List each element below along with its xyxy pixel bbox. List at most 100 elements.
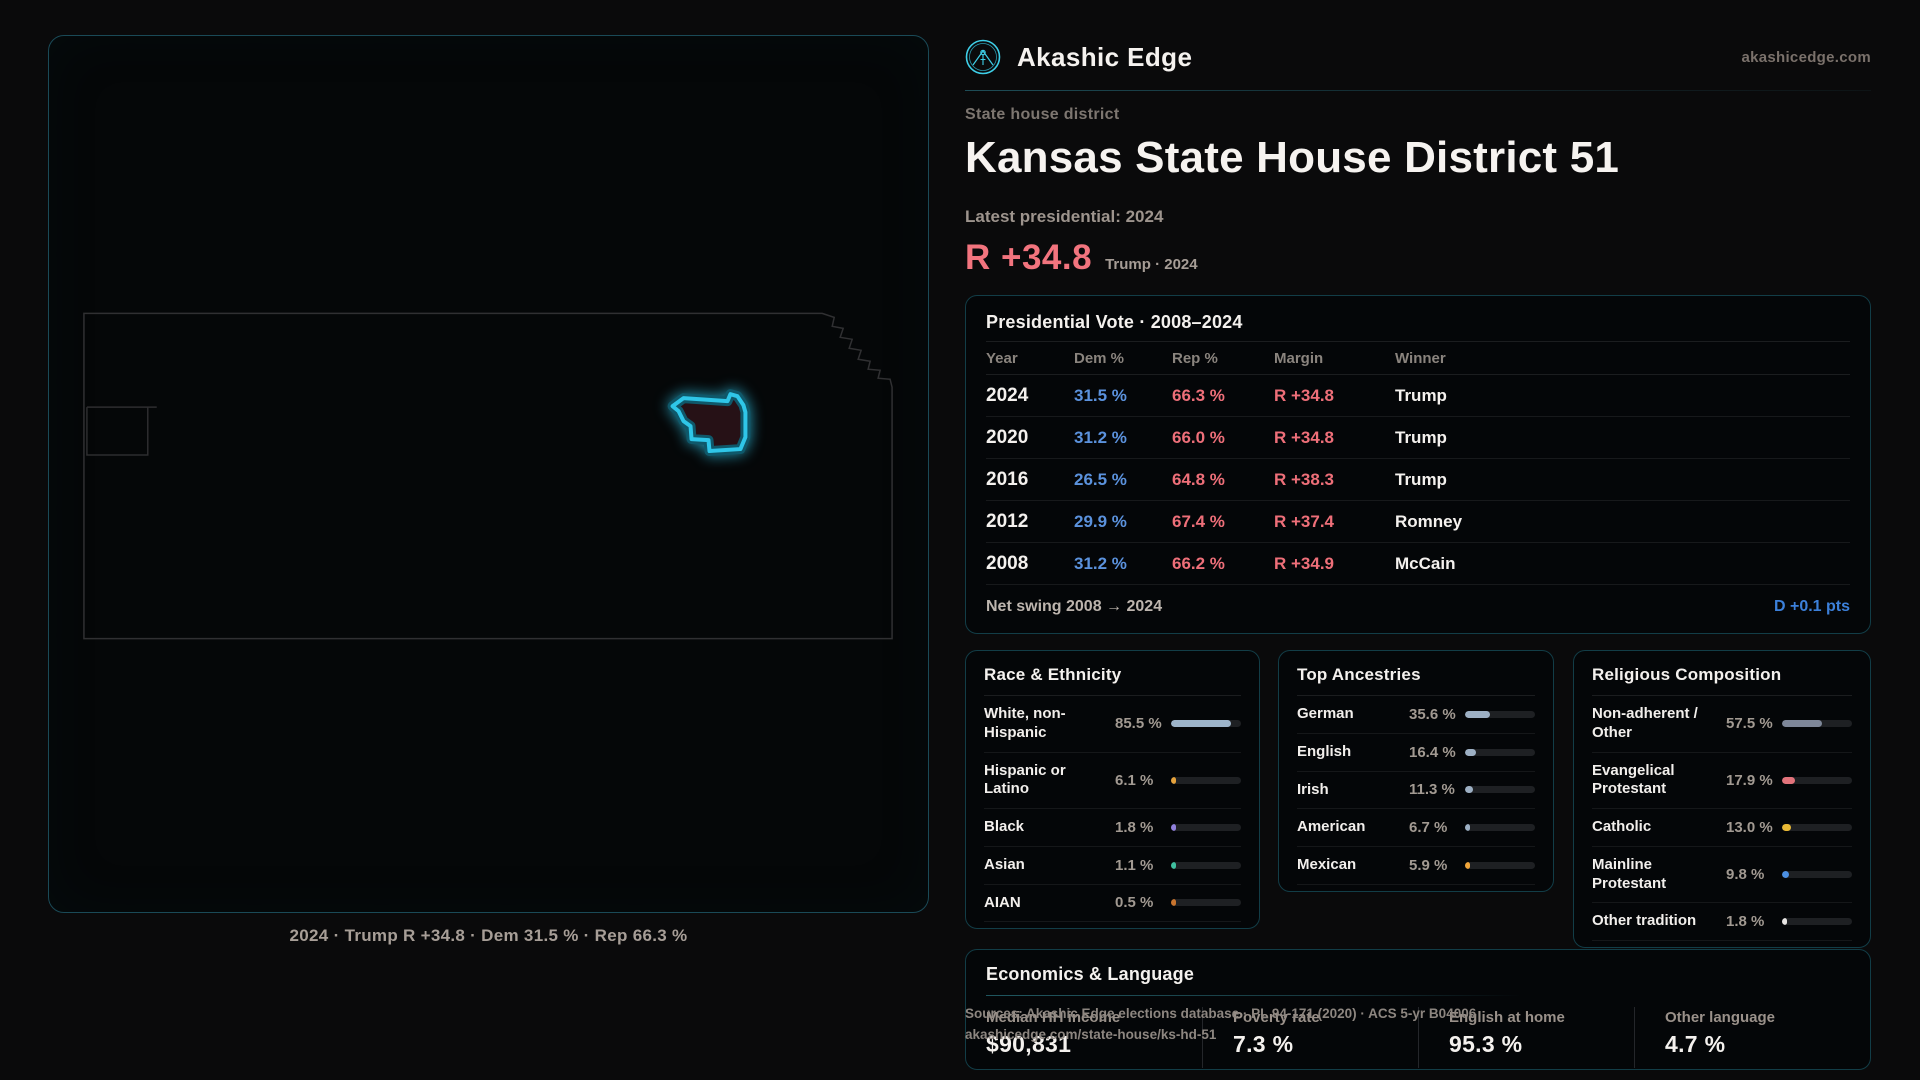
stat-label: German xyxy=(1297,705,1354,722)
stat-label: American xyxy=(1297,818,1366,836)
divider xyxy=(986,995,1850,996)
top-ancestries-card: Top Ancestries German 35.6 % English 16.… xyxy=(1278,650,1554,892)
brand-name: Akashic Edge xyxy=(1017,41,1193,72)
table-row: 2024 31.5 % 66.3 % R +34.8 Trump xyxy=(986,375,1850,417)
dem-cell: 31.5 % xyxy=(1074,385,1127,405)
stat-row: Catholic 13.0 % xyxy=(1592,809,1852,847)
col-dem: Dem % xyxy=(1074,349,1125,367)
margin-cell: R +38.3 xyxy=(1274,469,1335,489)
stat-value: 95.3 % xyxy=(1449,1031,1523,1057)
stat-bar-fill xyxy=(1782,871,1789,878)
divider xyxy=(1297,695,1535,696)
table-row: 2012 29.9 % 67.4 % R +37.4 Romney xyxy=(986,501,1850,543)
stat-bar xyxy=(1465,861,1535,869)
stat-bar-fill xyxy=(1465,748,1477,756)
vote-card-title: Presidential Vote · 2008–2024 xyxy=(986,312,1243,332)
rep-cell: 67.4 % xyxy=(1172,511,1225,531)
stat-row: Evangelical Protestant 17.9 % xyxy=(1592,753,1852,809)
sources-note: Sources: Akashic Edge elections database… xyxy=(965,1003,1505,1045)
map-caption: 2024 · Trump R +34.8 · Dem 31.5 % · Rep … xyxy=(289,926,688,945)
margin-cell: R +34.8 xyxy=(1274,385,1335,405)
stat-bar-fill xyxy=(1465,824,1470,832)
stat-value: 85.5 % xyxy=(1115,715,1162,733)
stat-label: Asian xyxy=(984,855,1025,873)
stat-bar-fill xyxy=(1782,776,1795,784)
stat-label: Irish xyxy=(1297,780,1329,798)
stat-row: Black 1.8 % xyxy=(984,809,1241,847)
stat-row: Mexican 5.9 % xyxy=(1297,847,1535,885)
stat-value: 4.7 % xyxy=(1665,1031,1726,1057)
winner-cell: Romney xyxy=(1395,511,1463,531)
rep-cell: 66.3 % xyxy=(1172,385,1225,405)
stat-value: 0.5 % xyxy=(1115,894,1154,912)
margin-cell: R +34.8 xyxy=(1274,427,1335,447)
stat-row: English 16.4 % xyxy=(1297,734,1535,772)
stat-bar-fill xyxy=(1465,786,1473,794)
stat-label: Median HH income xyxy=(986,1009,1121,1026)
year-cell: 2020 xyxy=(986,426,1029,448)
year-cell: 2024 xyxy=(986,384,1029,406)
brand-domain-link[interactable]: akashicedge.com xyxy=(1741,48,1871,66)
stat-bar-fill xyxy=(1171,720,1231,728)
stat-label: Other tradition xyxy=(1592,912,1697,930)
stat-label: Mexican xyxy=(1297,856,1357,873)
stat-row: American 6.7 % xyxy=(1297,809,1535,847)
stat-bar xyxy=(1782,720,1852,728)
stat-row: Mainline Protestant 9.8 % xyxy=(1592,847,1852,904)
dem-cell: 26.5 % xyxy=(1074,469,1127,489)
winner-cell: Trump xyxy=(1395,469,1447,489)
stat-value: 35.6 % xyxy=(1409,705,1456,723)
header-divider xyxy=(965,90,1871,91)
stat-bar xyxy=(1171,861,1241,869)
stat-bar xyxy=(1465,748,1535,756)
stat-value: 9.8 % xyxy=(1726,866,1765,883)
stat-label: Mainline Protestant xyxy=(1592,855,1667,892)
dem-cell: 31.2 % xyxy=(1074,427,1127,447)
stat-row: German 35.6 % xyxy=(1297,696,1535,734)
stat-bar-fill xyxy=(1782,918,1787,926)
margin-cell: R +37.4 xyxy=(1274,511,1335,531)
divider xyxy=(984,695,1241,696)
stat-english-at-home: English at home 95.3 % xyxy=(1418,1007,1634,1068)
stat-poverty-rate: Poverty rate 7.3 % xyxy=(1202,1007,1418,1068)
winner-cell: Trump xyxy=(1395,427,1447,447)
stat-label: Black xyxy=(984,818,1025,835)
table-row: 2008 31.2 % 66.2 % R +34.9 McCain xyxy=(986,543,1850,585)
stat-value: 1.1 % xyxy=(1115,856,1154,874)
page-title: Kansas State House District 51 xyxy=(965,133,1620,182)
rep-cell: 66.0 % xyxy=(1172,427,1225,447)
year-cell: 2008 xyxy=(986,552,1029,574)
stat-bar xyxy=(1782,823,1852,831)
margin-cell: R +34.9 xyxy=(1274,553,1335,573)
religion-card-title: Religious Composition xyxy=(1592,665,1782,684)
religious-composition-card: Religious Composition Non-adherent / Oth… xyxy=(1573,650,1871,948)
district-map-panel xyxy=(48,35,929,913)
stat-median-income: Median HH income $90,831 xyxy=(986,1007,1202,1068)
stat-row: Non-adherent / Other 57.5 % xyxy=(1592,696,1852,753)
col-year: Year xyxy=(986,349,1018,367)
winner-cell: McCain xyxy=(1395,553,1456,573)
net-swing-row: Net swing 2008 → 2024 D +0.1 pts xyxy=(986,585,1850,629)
col-rep: Rep % xyxy=(1172,349,1218,367)
stat-label: Hispanic or Latino xyxy=(984,761,1066,798)
year-cell: 2016 xyxy=(986,468,1029,490)
stat-row: Other tradition 1.8 % xyxy=(1592,903,1852,941)
year-cell: 2012 xyxy=(986,510,1029,532)
stat-row: AIAN 0.5 % xyxy=(984,885,1241,923)
stat-value: 17.9 % xyxy=(1726,771,1773,789)
divider xyxy=(1592,695,1852,696)
ancestries-card-title: Top Ancestries xyxy=(1297,665,1421,684)
stat-bar xyxy=(1171,720,1241,728)
stat-bar-fill xyxy=(1782,720,1823,728)
sources-url-link[interactable]: akashicedge.com/state-house/ks-hd-51 xyxy=(965,1027,1217,1042)
stat-bar xyxy=(1465,710,1535,718)
race-ethnicity-card: Race & Ethnicity White, non-Hispanic 85.… xyxy=(965,650,1260,930)
district-51-outline xyxy=(670,392,748,454)
economics-language-card: Economics & Language Median HH income $9… xyxy=(965,949,1871,1070)
rep-cell: 66.2 % xyxy=(1172,553,1225,573)
stat-row: Irish 11.3 % xyxy=(1297,772,1535,810)
stat-row: Asian 1.1 % xyxy=(984,847,1241,885)
stat-label: English at home xyxy=(1449,1009,1565,1026)
stat-label: English xyxy=(1297,742,1352,760)
